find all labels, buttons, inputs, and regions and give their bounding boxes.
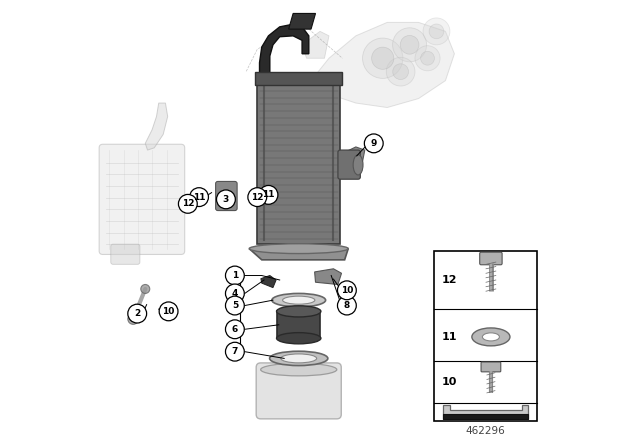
Circle shape bbox=[364, 134, 383, 153]
Circle shape bbox=[225, 342, 244, 361]
Circle shape bbox=[225, 320, 244, 339]
Circle shape bbox=[259, 185, 278, 204]
Text: 10: 10 bbox=[340, 286, 353, 295]
Circle shape bbox=[415, 46, 440, 71]
Text: 6: 6 bbox=[232, 325, 238, 334]
Ellipse shape bbox=[272, 293, 326, 307]
Circle shape bbox=[141, 284, 150, 293]
Ellipse shape bbox=[276, 332, 321, 344]
Circle shape bbox=[337, 281, 356, 300]
Circle shape bbox=[189, 188, 209, 207]
Polygon shape bbox=[145, 103, 168, 150]
Circle shape bbox=[400, 35, 419, 54]
Circle shape bbox=[216, 190, 236, 209]
Text: 8: 8 bbox=[344, 301, 350, 310]
Ellipse shape bbox=[353, 155, 363, 175]
Text: 462296: 462296 bbox=[466, 426, 506, 436]
Ellipse shape bbox=[472, 328, 510, 346]
Polygon shape bbox=[260, 25, 309, 81]
Ellipse shape bbox=[249, 244, 348, 254]
Circle shape bbox=[128, 314, 139, 324]
Polygon shape bbox=[443, 405, 529, 419]
Text: 7: 7 bbox=[232, 347, 238, 356]
FancyBboxPatch shape bbox=[216, 181, 237, 211]
Polygon shape bbox=[311, 22, 454, 108]
Text: 3: 3 bbox=[223, 195, 229, 204]
Text: 12: 12 bbox=[182, 199, 194, 208]
Text: 11: 11 bbox=[442, 332, 457, 342]
Ellipse shape bbox=[283, 296, 315, 304]
Circle shape bbox=[159, 302, 178, 321]
Text: 11: 11 bbox=[193, 193, 205, 202]
Text: 1: 1 bbox=[232, 271, 238, 280]
Ellipse shape bbox=[269, 351, 328, 366]
Circle shape bbox=[225, 266, 244, 285]
Circle shape bbox=[248, 188, 267, 207]
Text: 5: 5 bbox=[232, 301, 238, 310]
Polygon shape bbox=[302, 31, 329, 58]
Polygon shape bbox=[443, 414, 529, 419]
Circle shape bbox=[225, 284, 244, 303]
Circle shape bbox=[420, 52, 435, 65]
Circle shape bbox=[222, 190, 231, 199]
FancyBboxPatch shape bbox=[111, 244, 140, 264]
Circle shape bbox=[372, 47, 394, 69]
Polygon shape bbox=[289, 13, 316, 29]
Circle shape bbox=[225, 296, 244, 315]
Circle shape bbox=[362, 38, 403, 78]
FancyBboxPatch shape bbox=[481, 362, 500, 372]
Text: 4: 4 bbox=[232, 289, 238, 298]
Polygon shape bbox=[249, 249, 348, 260]
Polygon shape bbox=[345, 147, 365, 161]
Text: 11: 11 bbox=[262, 190, 275, 199]
Circle shape bbox=[392, 28, 427, 62]
Circle shape bbox=[179, 194, 197, 213]
FancyBboxPatch shape bbox=[338, 150, 360, 179]
Polygon shape bbox=[261, 276, 276, 288]
Ellipse shape bbox=[483, 333, 499, 341]
Text: 10: 10 bbox=[163, 307, 175, 316]
Ellipse shape bbox=[276, 306, 321, 317]
Text: 9: 9 bbox=[371, 139, 377, 148]
Ellipse shape bbox=[281, 354, 317, 363]
Polygon shape bbox=[257, 76, 340, 244]
FancyBboxPatch shape bbox=[99, 144, 185, 254]
Circle shape bbox=[423, 18, 450, 45]
Circle shape bbox=[393, 64, 408, 80]
Circle shape bbox=[337, 296, 356, 315]
Circle shape bbox=[429, 24, 444, 39]
Bar bbox=[435, 251, 538, 421]
Text: 12: 12 bbox=[442, 275, 457, 285]
Polygon shape bbox=[255, 72, 342, 85]
Text: 10: 10 bbox=[442, 377, 457, 387]
Circle shape bbox=[387, 57, 415, 86]
FancyBboxPatch shape bbox=[256, 363, 341, 419]
Ellipse shape bbox=[260, 363, 337, 376]
Polygon shape bbox=[278, 311, 320, 338]
Polygon shape bbox=[315, 269, 342, 284]
Circle shape bbox=[128, 304, 147, 323]
Text: 12: 12 bbox=[251, 193, 264, 202]
Text: 2: 2 bbox=[134, 309, 140, 318]
FancyBboxPatch shape bbox=[480, 252, 502, 265]
